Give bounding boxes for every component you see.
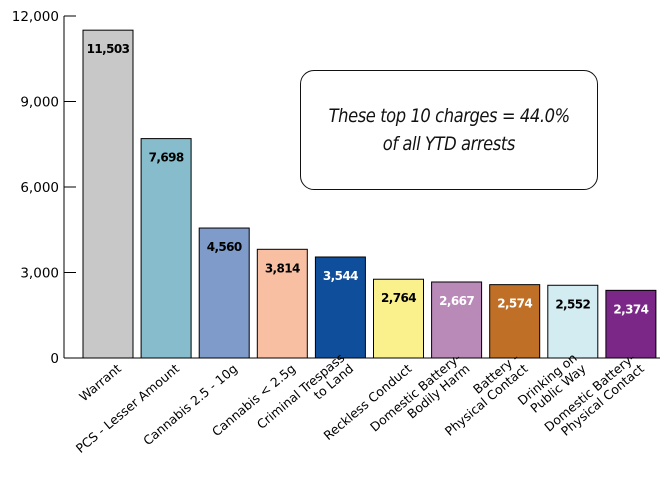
bar-value-label: 2,574 [497, 297, 532, 311]
bar [489, 284, 541, 359]
bar-value-label: 7,698 [149, 151, 184, 165]
bar-value-label: 4,560 [207, 240, 242, 254]
bar-value-label: 2,374 [613, 302, 648, 316]
y-tick-label: 3,000 [20, 266, 59, 282]
y-tick-label: 9,000 [20, 95, 59, 111]
summary-callout: These top 10 charges = 44.0% of all YTD … [300, 70, 598, 190]
x-category-label: PCS - Lesser Amount [73, 361, 182, 456]
bar [431, 281, 483, 359]
x-category-label: Cannabis 2.5 - 10g [140, 361, 240, 448]
bar [314, 256, 366, 359]
bar-value-label: 2,552 [555, 297, 590, 311]
bar-value-label: 3,544 [323, 269, 358, 283]
bar [547, 284, 599, 359]
y-tick-label: 6,000 [20, 180, 59, 196]
bar [82, 29, 134, 359]
bar-value-label: 3,814 [265, 261, 300, 275]
bar [256, 248, 308, 359]
bar [373, 278, 424, 359]
summary-callout-line-1: These top 10 charges = 44.0% [328, 105, 570, 127]
bar-value-label: 11,503 [87, 42, 130, 56]
y-tick-label: 0 [50, 351, 59, 367]
x-category-label-line: Warrant [76, 361, 124, 405]
bar-value-label: 2,764 [381, 291, 416, 305]
bar-value-label: 2,667 [439, 294, 474, 308]
x-category-label: Warrant [76, 361, 124, 405]
bar [605, 289, 657, 359]
x-category-label-line: PCS - Lesser Amount [73, 361, 182, 456]
bar [140, 138, 192, 359]
x-category-label-line: Cannabis 2.5 - 10g [140, 361, 240, 448]
bar [198, 227, 250, 359]
summary-callout-line-2: of all YTD arrests [382, 133, 516, 155]
y-tick-label: 12,000 [12, 9, 59, 25]
